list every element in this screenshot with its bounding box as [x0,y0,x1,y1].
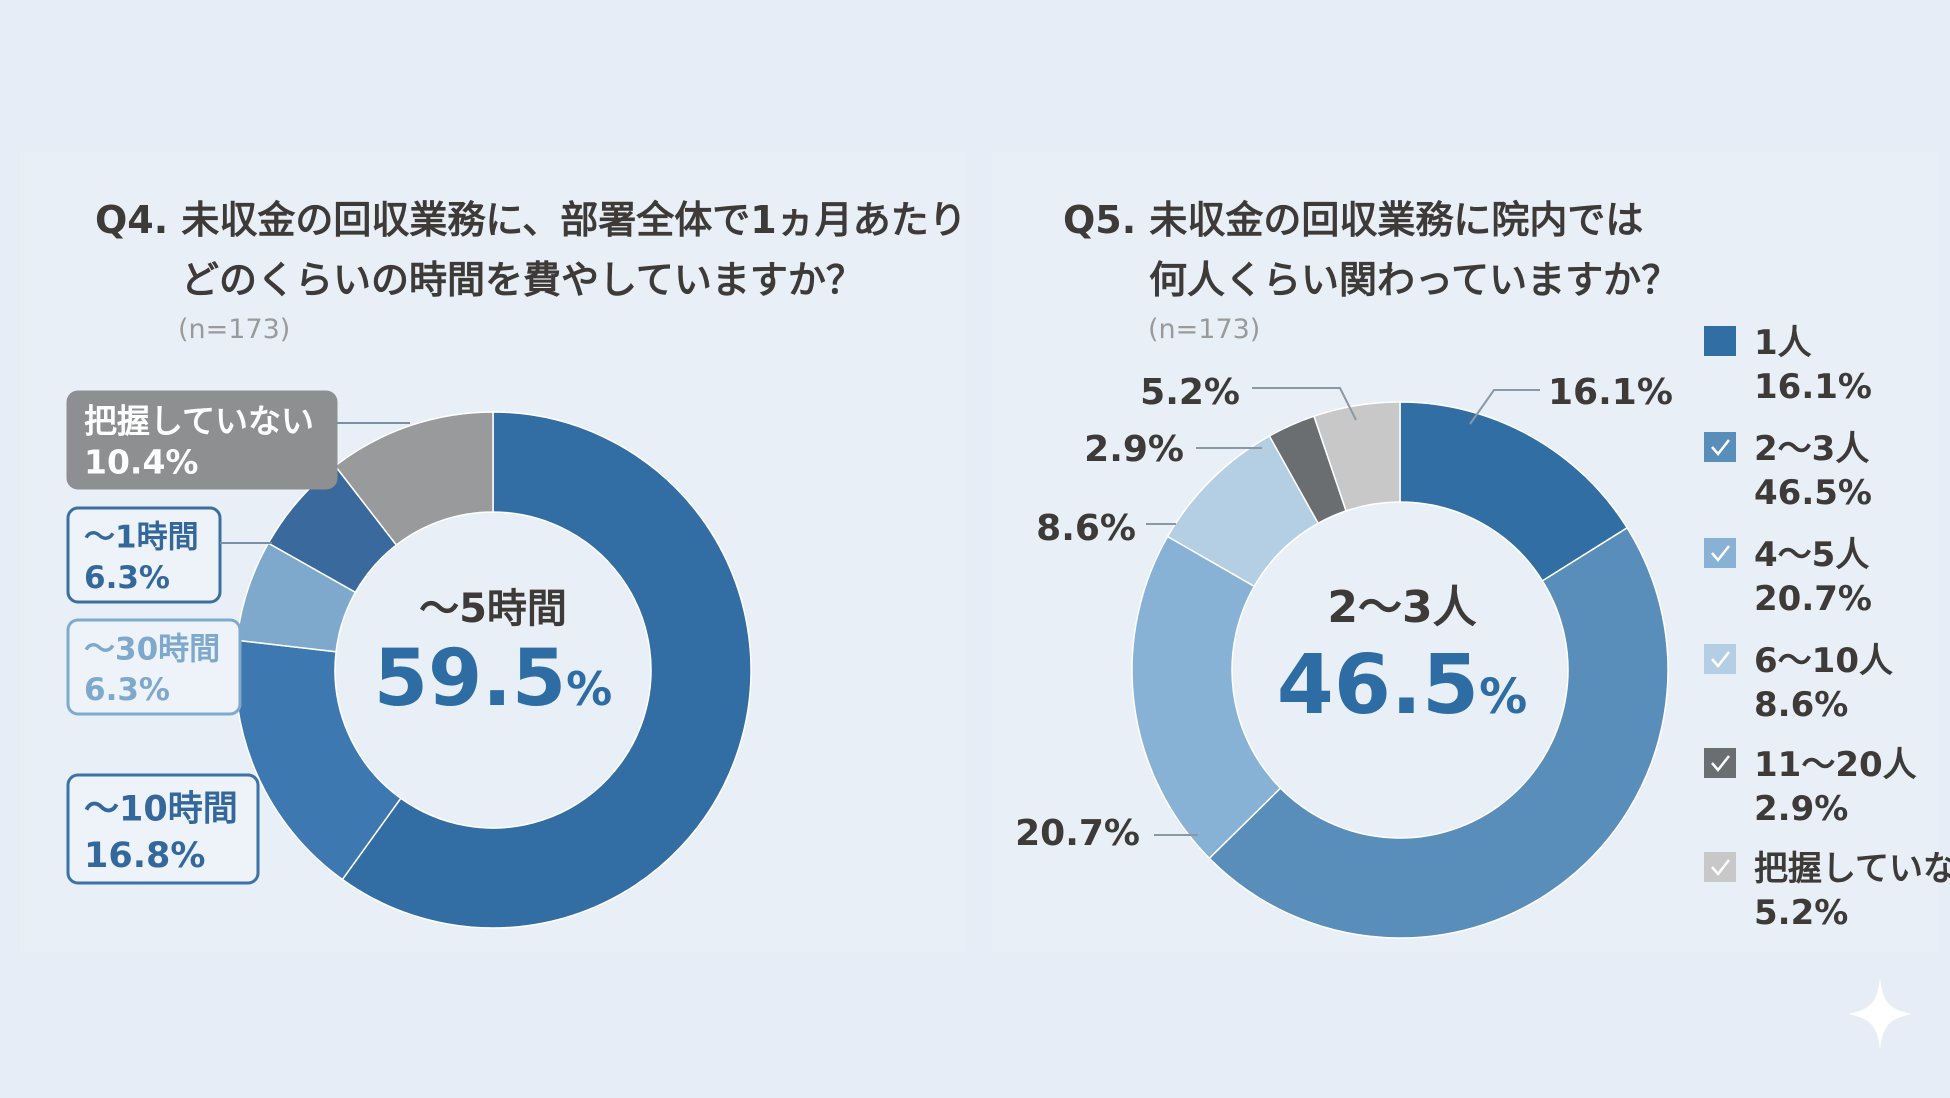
q5-panel [992,152,1938,952]
q5-legend-value-4: 2.9% [1754,789,1848,829]
q4-callout-3-value: 6.3% [84,560,170,596]
q4-slice-0 [341,411,752,929]
q5-callout-0: 16.1% [1469,372,1673,425]
q4-callout-4-category: 把握していない [84,401,314,440]
q5-center-number: 46.5 [1277,638,1479,733]
q4-sample-size: (n=173) [178,314,291,345]
q5-slice-2 [1131,535,1282,860]
q5-callout-3: 8.6% [1036,508,1176,549]
q5-slice-5 [1313,401,1401,512]
q5-legend-swatch-5 [1704,852,1736,882]
q4-center-value: 59.5% [374,634,613,724]
q5-legend-label-1: 2〜3人 [1754,429,1869,469]
q5-legend-value-5: 5.2% [1754,893,1848,933]
q5-legend-swatch-4 [1704,748,1736,778]
q5-sample-size: (n=173) [1148,314,1261,345]
q5-legend-swatch-2 [1704,538,1736,568]
q4-slice-4 [334,411,494,547]
q4-center-label: 〜5時間 [419,586,567,632]
check-icon [1711,755,1730,772]
q5-legend-item-5: 把握していない5.2% [1704,849,1950,933]
q5-center-unit: % [1479,669,1527,725]
q5-callout-2: 20.7% [1015,813,1198,854]
q5-callout-3-value: 8.6% [1036,508,1136,549]
q5-callouts: 16.1% 5.2% 2.9% 8.6% 20.7% [1015,372,1673,854]
q5-slice-1 [1208,526,1669,939]
q5-legend-label-2: 4〜5人 [1754,535,1869,575]
q4-callout-2: 〜30時間 6.3% [66,618,242,716]
q5-callout-2-value: 20.7% [1015,813,1140,854]
q5-callout-5: 5.2% [1140,372,1357,421]
q4-callout-1-value: 16.8% [84,836,205,876]
q4-center-unit: % [566,662,612,716]
q5-legend-swatch-3 [1704,644,1736,674]
q5-title-line1: Q5. 未収金の回収業務に院内では [1063,198,1644,242]
q5-callout-4-value: 2.9% [1084,429,1184,470]
q5-legend-value-3: 8.6% [1754,685,1848,725]
q5-title: Q5. 未収金の回収業務に院内では 何人くらい関わっていますか？ [1063,190,1679,310]
q5-legend-label-5: 把握していない [1754,849,1950,889]
q5-legend-label-4: 11〜20人 [1754,745,1917,785]
q5-legend-value-2: 20.7% [1754,579,1872,619]
q4-callout-3: 〜1時間 6.3% [66,506,272,604]
check-icon [1711,439,1730,456]
q5-center-label: 2〜3人 [1327,582,1476,633]
q5-legend-swatch-0 [1704,326,1736,356]
q5-title-line2: 何人くらい関わっていますか？ [1149,258,1680,302]
q5-legend-label-0: 1人 [1754,323,1812,363]
q5-legend-label-3: 6〜10人 [1754,641,1893,681]
q5-callout-5-value: 5.2% [1140,372,1240,413]
q4-callout-4-value: 10.4% [84,443,199,482]
check-icon [1711,859,1730,876]
q5-callout-4: 2.9% [1084,429,1262,470]
q5-callout-0-value: 16.1% [1548,372,1673,413]
q4-callout-3-category: 〜1時間 [84,519,199,555]
q5-legend-value-1: 46.5% [1754,473,1872,513]
q4-title-line1: Q4. 未収金の回収業務に、部署全体で1ヵ月あたり [95,198,967,242]
q4-center-number: 59.5 [374,634,566,724]
q4-callout-1: 〜10時間 16.8% [66,773,260,885]
q5-donut [1131,401,1669,939]
sparkle-icon [1848,978,1912,1050]
q4-title-line2: どのくらいの時間を費やしていますか？ [181,258,864,302]
q5-center-value: 46.5% [1277,638,1527,733]
q4-callout-1-category: 〜10時間 [84,789,238,829]
q4-donut [234,411,752,929]
q5-legend-value-0: 16.1% [1754,367,1872,407]
q4-callout-2-category: 〜30時間 [84,631,220,667]
q4-title: Q4. 未収金の回収業務に、部署全体で1ヵ月あたり どのくらいの時間を費やしてい… [95,190,967,310]
q4-callout-2-value: 6.3% [84,672,170,708]
q5-legend-swatch-1 [1704,432,1736,462]
check-icon [1711,545,1730,562]
check-icon [1711,651,1730,668]
